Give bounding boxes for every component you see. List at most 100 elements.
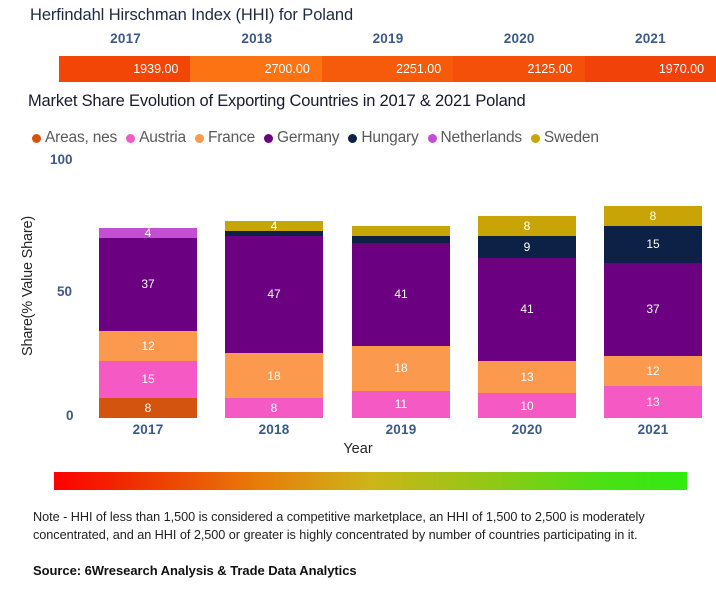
bar-segment-2019-france[interactable]: 18 bbox=[352, 345, 450, 391]
bar-segment-2020-sweden[interactable]: 8 bbox=[478, 215, 576, 236]
legend-item-label: Netherlands bbox=[440, 129, 523, 146]
bar-segment-2020-hungary[interactable]: 9 bbox=[478, 235, 576, 258]
hhi-value-bar: 1939.00 2700.00 2251.00 2125.00 1970.00 bbox=[59, 56, 716, 82]
bar-segment-2017-areas-nes[interactable]: 8 bbox=[99, 398, 197, 418]
legend-marker-icon bbox=[427, 133, 437, 143]
bar-segment-2021-sweden[interactable]: 8 bbox=[604, 205, 702, 226]
bar-segment-label: 18 bbox=[394, 361, 408, 375]
legend-item-label: Germany bbox=[277, 129, 340, 146]
y-axis-label: Share(% Value Share) bbox=[20, 216, 36, 357]
bar-segment-2017-france[interactable]: 12 bbox=[99, 330, 197, 361]
bar-segment-2019-germany[interactable]: 41 bbox=[352, 243, 450, 346]
legend-marker-icon bbox=[194, 133, 204, 143]
bar-segment-label: 4 bbox=[144, 228, 152, 238]
bar-segment-label: 15 bbox=[646, 237, 660, 252]
bar-segment-label: 41 bbox=[520, 302, 534, 317]
bar-segment-label: 15 bbox=[141, 372, 155, 387]
hhi-year-2020: 2020 bbox=[503, 31, 535, 46]
bar-segment-label: 12 bbox=[646, 363, 660, 378]
bar-segment-label: 11 bbox=[394, 397, 408, 412]
bar-segment-2019-sweden[interactable] bbox=[352, 225, 450, 236]
hhi-year-2018: 2018 bbox=[241, 31, 273, 46]
bar-stack-2017[interactable]: 4 37 12 15 8 bbox=[99, 228, 197, 418]
legend-marker-icon bbox=[126, 133, 136, 143]
bar-segment-label: 8 bbox=[270, 401, 278, 415]
x-axis-tick-2020: 2020 bbox=[511, 422, 543, 437]
legend-item-france[interactable]: France bbox=[194, 129, 255, 147]
x-axis-tick-2017: 2017 bbox=[132, 422, 164, 437]
y-axis-tick-50: 50 bbox=[57, 284, 73, 299]
legend-item-sweden[interactable]: Sweden bbox=[530, 129, 599, 147]
legend-item-germany[interactable]: Germany bbox=[264, 129, 340, 147]
bar-segment-label: 10 bbox=[520, 398, 534, 413]
bar-segment-2020-austria[interactable]: 10 bbox=[478, 393, 576, 418]
bar-segment-2017-germany[interactable]: 37 bbox=[99, 238, 197, 331]
legend-item-label: Areas, nes bbox=[45, 129, 118, 146]
bar-segment-label: 9 bbox=[523, 239, 531, 254]
bar-segment-2017-austria[interactable]: 15 bbox=[99, 360, 197, 398]
legend-item-areas-nes[interactable]: Areas, nes bbox=[32, 129, 117, 147]
bar-segment-2018-sweden[interactable]: 4 bbox=[225, 220, 323, 231]
bar-segment-label: 8 bbox=[649, 208, 657, 223]
bar-segment-2020-germany[interactable]: 41 bbox=[478, 258, 576, 361]
bar-stack-2021[interactable]: 8 15 37 12 13 bbox=[604, 205, 702, 418]
hhi-year-2019: 2019 bbox=[372, 31, 404, 46]
bar-stack-2019[interactable]: 41 18 11 bbox=[352, 225, 450, 418]
x-axis-tick-2018: 2018 bbox=[258, 422, 290, 437]
hhi-year-header-row: 2017 2018 2019 2020 2021 bbox=[60, 31, 716, 53]
x-axis-tick-2021: 2021 bbox=[637, 422, 669, 437]
hhi-value-cell-2018: 2700.00 bbox=[190, 56, 322, 82]
hhi-year-2021: 2021 bbox=[634, 31, 666, 46]
bar-segment-2018-hungary[interactable] bbox=[225, 230, 323, 236]
bar-segment-label: 37 bbox=[141, 277, 155, 292]
y-axis-tick-100: 100 bbox=[50, 152, 73, 167]
legend-marker-icon bbox=[348, 133, 358, 143]
bar-segment-2018-austria[interactable]: 8 bbox=[225, 398, 323, 418]
bar-stack-2018[interactable]: 4 47 18 8 bbox=[225, 220, 323, 418]
hhi-value-cell-2019: 2251.00 bbox=[321, 56, 454, 82]
legend-item-label: France bbox=[207, 129, 255, 146]
bar-segment-2018-france[interactable]: 18 bbox=[225, 353, 323, 398]
bar-segment-label: 41 bbox=[394, 287, 408, 302]
bar-segment-2021-austria[interactable]: 13 bbox=[604, 385, 702, 418]
bar-segment-2021-hungary[interactable]: 15 bbox=[604, 225, 702, 263]
bar-segment-label: 4 bbox=[270, 220, 278, 231]
x-axis-label: Year bbox=[343, 441, 373, 457]
bar-segment-2021-germany[interactable]: 37 bbox=[604, 263, 702, 356]
y-axis-tick-0: 0 bbox=[66, 408, 74, 423]
bar-segment-2020-france[interactable]: 13 bbox=[478, 360, 576, 393]
legend-item-austria[interactable]: Austria bbox=[126, 129, 186, 147]
x-axis-tick-2019: 2019 bbox=[385, 422, 417, 437]
legend-item-label: Sweden bbox=[543, 129, 599, 146]
legend-item-label: Austria bbox=[139, 129, 186, 146]
hhi-title: Herfindahl Hirschman Index (HHI) for Pol… bbox=[30, 6, 354, 24]
footer-note: Note - HHI of less than 1,500 is conside… bbox=[33, 510, 645, 543]
bar-segment-2017-netherlands[interactable]: 4 bbox=[99, 228, 197, 238]
hhi-concentration-gradient-scale bbox=[54, 472, 687, 490]
bar-segment-2019-austria[interactable]: 11 bbox=[352, 390, 450, 418]
legend-marker-icon bbox=[530, 133, 540, 143]
bar-segment-label: 13 bbox=[520, 369, 534, 384]
stacked-bar-plot-area: 4 37 12 15 8 4 47 18 8 41 18 11 8 9 41 13 10 8 15 37 12 13 bbox=[85, 168, 716, 418]
legend-item-netherlands[interactable]: Netherlands bbox=[427, 129, 523, 147]
bar-segment-label: 13 bbox=[646, 394, 660, 409]
legend-item-label: Hungary bbox=[361, 129, 419, 146]
market-share-title: Market Share Evolution of Exporting Coun… bbox=[28, 92, 526, 110]
hhi-year-2017: 2017 bbox=[110, 31, 142, 46]
bar-segment-2019-hungary[interactable] bbox=[352, 235, 450, 243]
bar-segment-label: 37 bbox=[646, 302, 660, 317]
legend-marker-icon bbox=[264, 133, 273, 143]
hhi-value-cell-2020: 2125.00 bbox=[453, 56, 585, 82]
legend-item-hungary[interactable]: Hungary bbox=[348, 129, 419, 147]
bar-segment-2018-germany[interactable]: 47 bbox=[225, 235, 323, 353]
bar-stack-2020[interactable]: 8 9 41 13 10 bbox=[478, 215, 576, 418]
hhi-value-cell-2017: 1939.00 bbox=[59, 56, 191, 82]
chart-legend: Areas, nes Austria France Germany Hungary Net… bbox=[32, 127, 716, 149]
bar-segment-label: 18 bbox=[267, 368, 281, 383]
bar-segment-2021-france[interactable]: 12 bbox=[604, 355, 702, 386]
footer-source: Source: 6Wresearch Analysis & Trade Data… bbox=[33, 563, 357, 578]
bar-segment-label: 8 bbox=[144, 401, 152, 415]
bar-segment-label: 47 bbox=[267, 287, 281, 302]
legend-marker-icon bbox=[32, 133, 41, 143]
